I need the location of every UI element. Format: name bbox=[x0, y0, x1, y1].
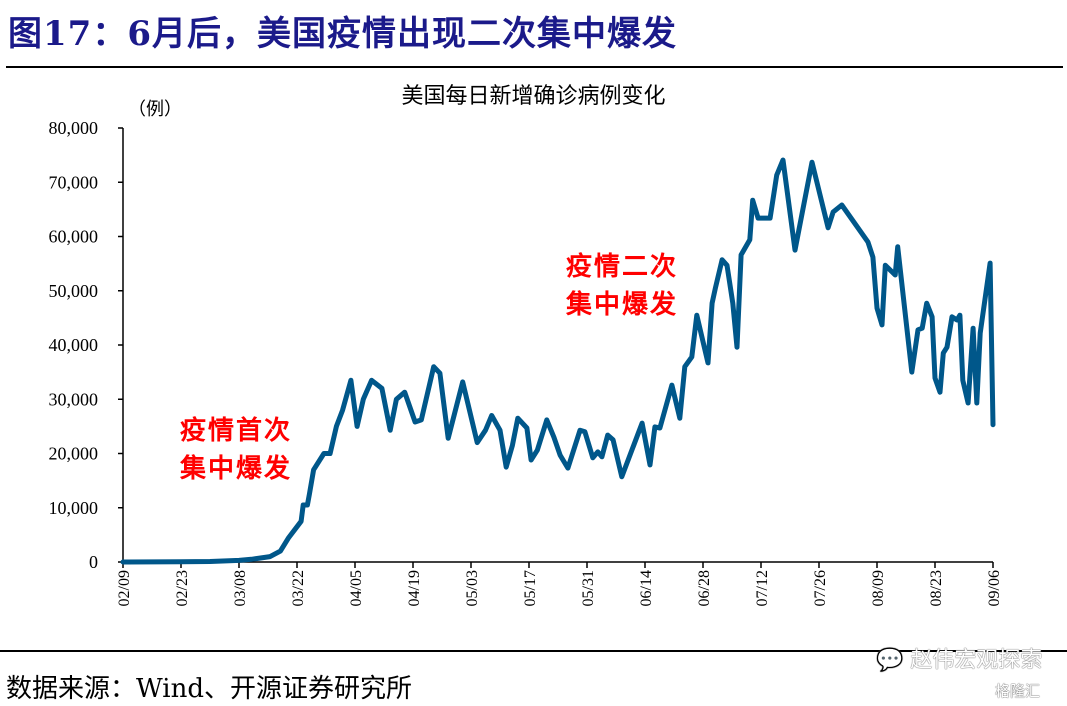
figure-title: 图17：6月后，美国疫情出现二次集中爆发 bbox=[8, 14, 677, 54]
wechat-icon: 💬 bbox=[876, 648, 904, 673]
watermark-account: 💬 赵伟宏观探索 bbox=[876, 642, 1042, 674]
annotation-second-line1: 疫情二次 bbox=[566, 252, 679, 282]
y-tick-label: 40,000 bbox=[49, 335, 99, 355]
y-tick-label: 70,000 bbox=[49, 172, 99, 192]
x-tick-label: 03/22 bbox=[290, 570, 307, 606]
y-tick-label: 60,000 bbox=[49, 227, 99, 247]
y-tick-label: 50,000 bbox=[49, 281, 99, 301]
y-tick-label: 30,000 bbox=[49, 389, 99, 409]
x-tick-label: 08/09 bbox=[870, 570, 887, 606]
annotation-second-outbreak: 疫情二次 集中爆发 bbox=[566, 248, 678, 324]
x-tick-label: 06/14 bbox=[638, 570, 655, 606]
y-tick-label: 0 bbox=[89, 552, 98, 572]
x-tick-label: 08/23 bbox=[928, 570, 945, 606]
x-tick-label: 03/08 bbox=[232, 570, 249, 606]
x-tick-label: 07/26 bbox=[812, 570, 829, 606]
x-tick-label: 05/03 bbox=[464, 570, 481, 606]
x-tick-label: 04/19 bbox=[406, 570, 423, 606]
y-axis-unit-label: （例） bbox=[128, 99, 182, 120]
x-tick-label: 07/12 bbox=[754, 570, 771, 606]
y-tick-label: 80,000 bbox=[49, 118, 99, 138]
x-tick-label: 05/31 bbox=[580, 570, 597, 606]
x-tick-label: 02/23 bbox=[174, 570, 191, 606]
x-tick-label: 05/17 bbox=[522, 570, 539, 606]
bottom-divider bbox=[0, 650, 1067, 652]
annotation-first-line2: 集中爆发 bbox=[180, 454, 293, 484]
annotation-first-outbreak: 疫情首次 集中爆发 bbox=[180, 412, 292, 488]
annotation-second-line2: 集中爆发 bbox=[566, 290, 679, 320]
y-tick-label: 10,000 bbox=[49, 498, 99, 518]
y-tick-label: 20,000 bbox=[49, 444, 99, 464]
watermark-account-text: 赵伟宏观探索 bbox=[910, 648, 1043, 673]
x-tick-label: 04/05 bbox=[348, 570, 365, 606]
watermark-brand: 格隆汇 bbox=[995, 682, 1041, 700]
chart-title: 美国每日新增确诊病例变化 bbox=[401, 84, 666, 109]
x-tick-label: 09/06 bbox=[986, 570, 1003, 606]
source-note: 数据来源：Wind、开源证券研究所 bbox=[6, 674, 412, 704]
x-tick-label: 02/09 bbox=[116, 570, 133, 606]
series-line-daily-new-cases bbox=[120, 157, 996, 565]
top-divider bbox=[6, 66, 1063, 68]
x-tick-label: 06/28 bbox=[696, 570, 713, 606]
annotation-first-line1: 疫情首次 bbox=[180, 416, 293, 446]
